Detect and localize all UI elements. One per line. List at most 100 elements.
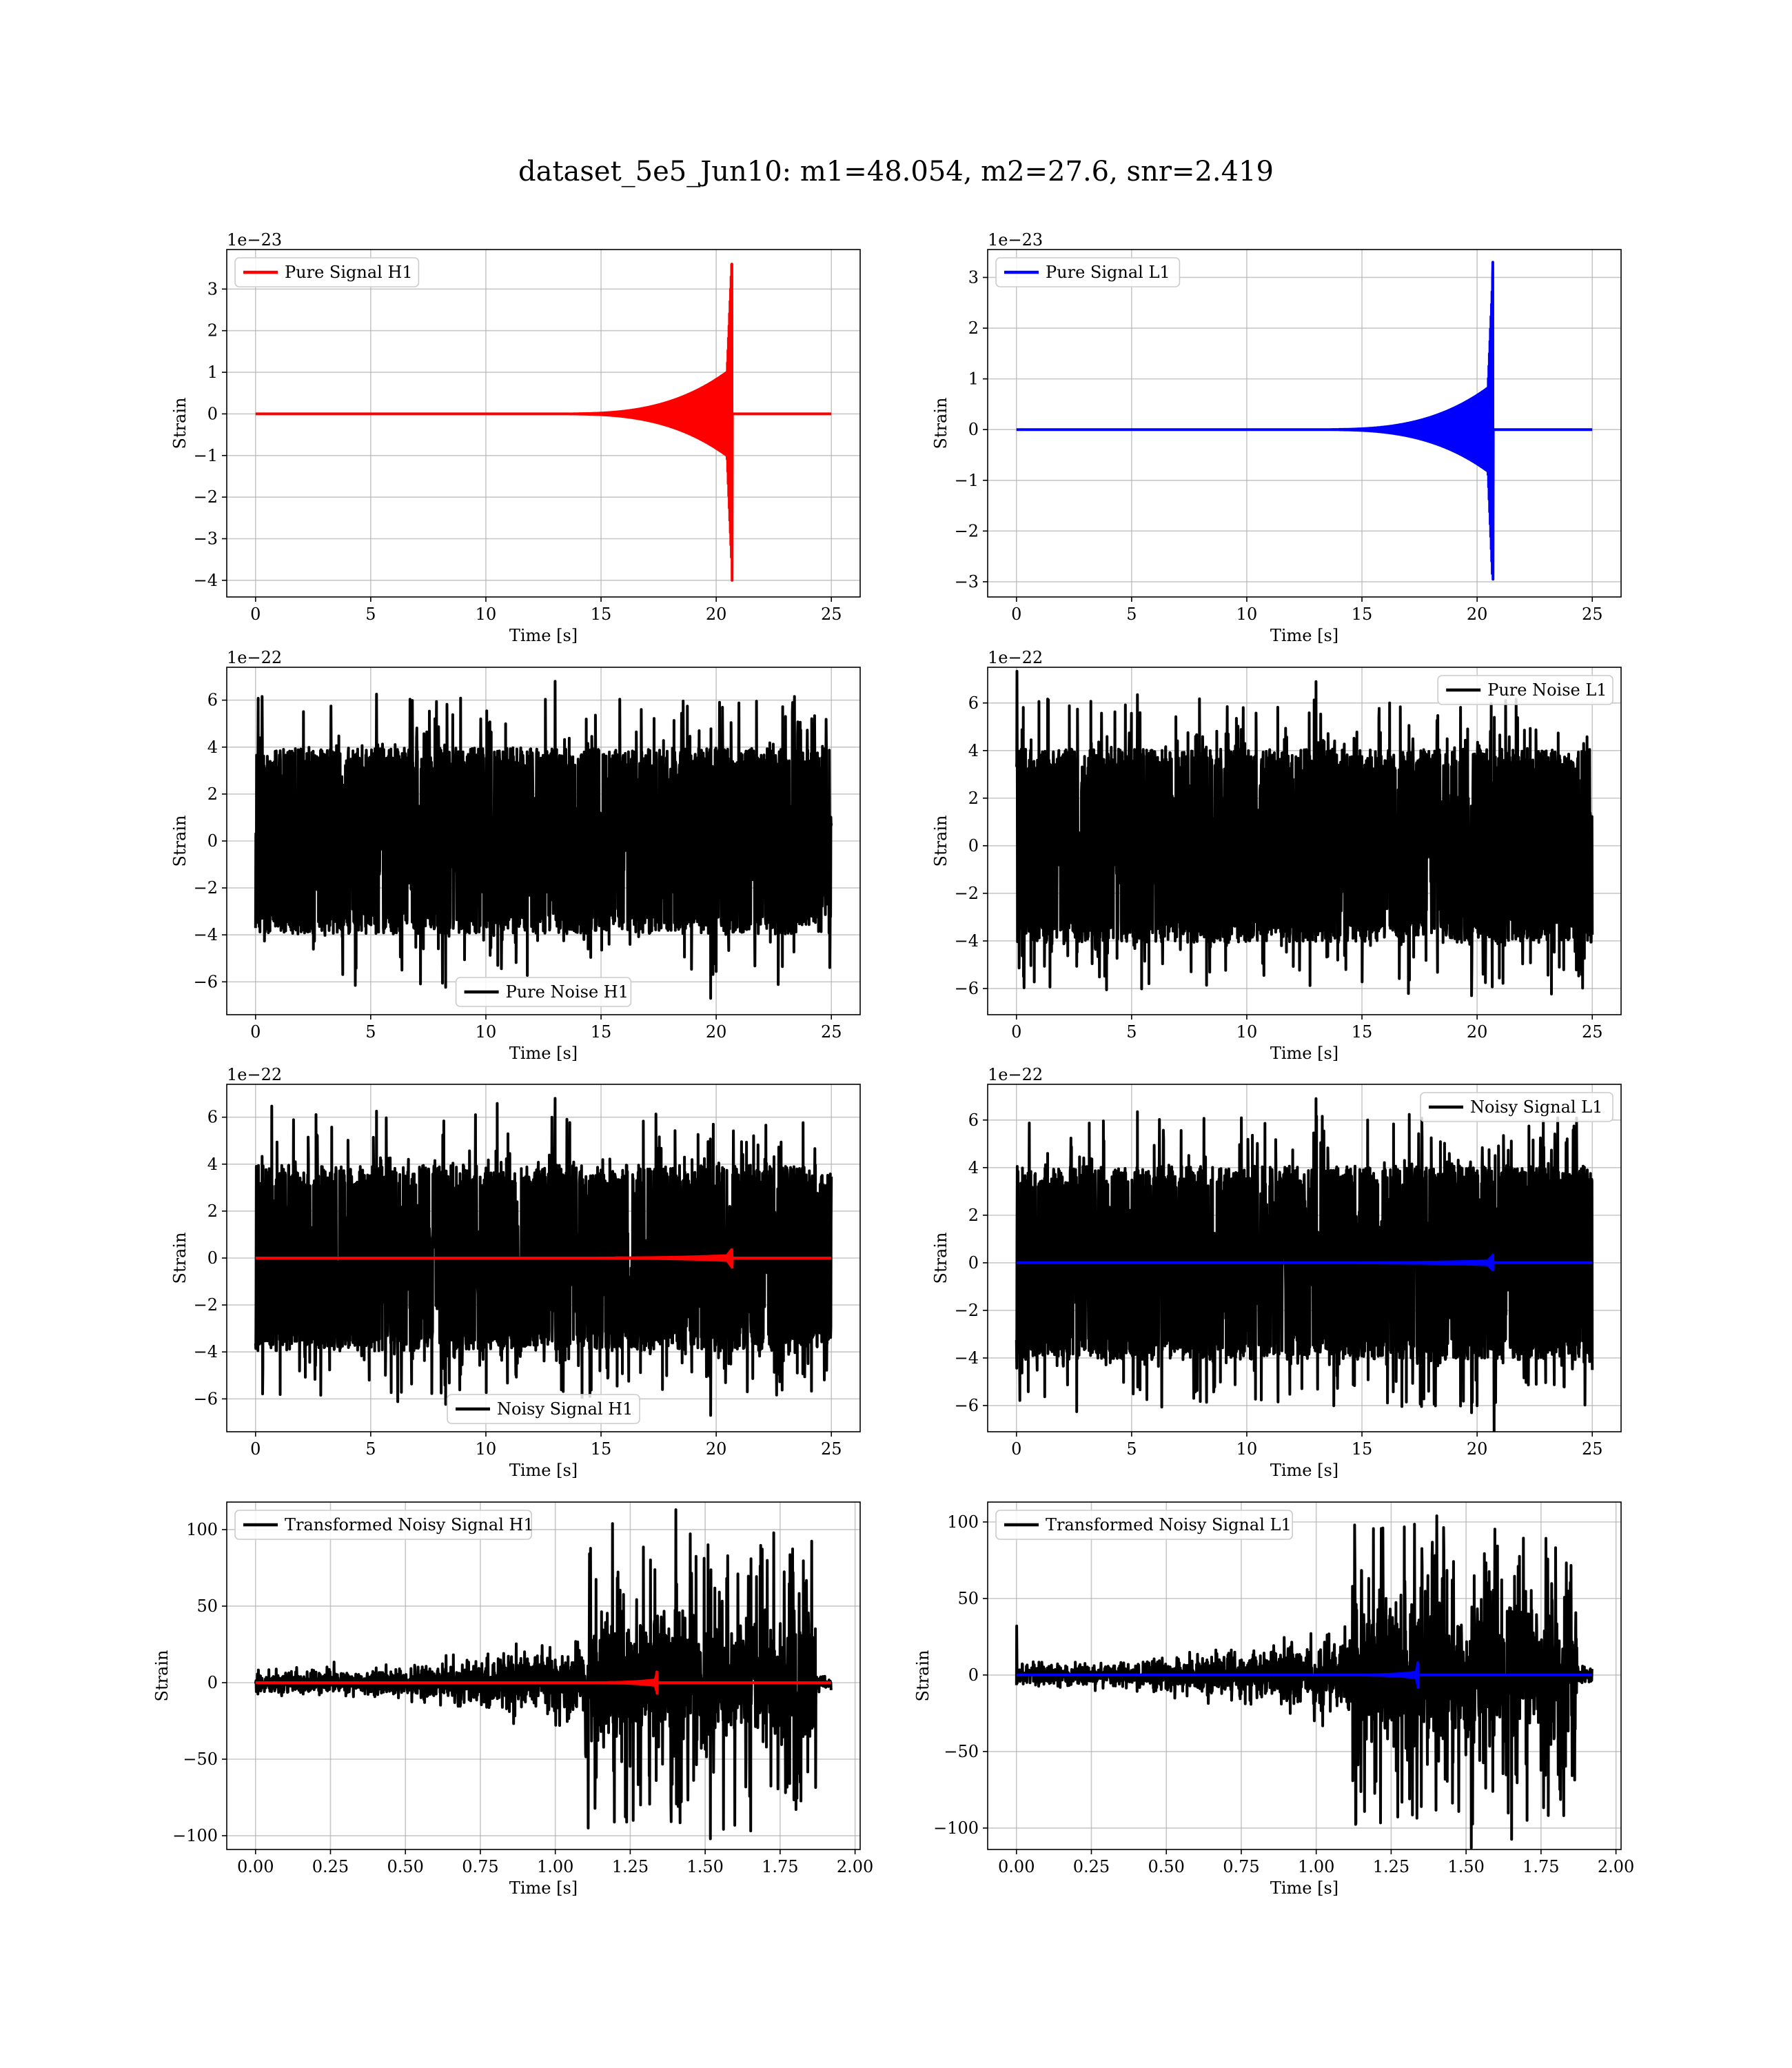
subplot-3: 0 5 10 15 20 25−6−4−20246Time [s]Strain1e−22P… (170, 648, 860, 1063)
x-axis-label: Time [s] (509, 1461, 578, 1480)
x-tick-label: 0.25 (1073, 1857, 1110, 1876)
y-axis-label: Strain (152, 1650, 172, 1702)
y-axis-label: Strain (931, 1233, 950, 1284)
y-tick-label: 1 (968, 369, 979, 389)
x-tick-label: 2.00 (837, 1857, 873, 1876)
x-tick-label: 0.00 (237, 1857, 274, 1876)
y-tick-label: −2 (955, 884, 979, 903)
x-tick-label: 1.00 (1298, 1857, 1334, 1876)
x-tick-label: 0.75 (462, 1857, 498, 1876)
y-tick-label: 0 (968, 1665, 979, 1685)
x-tick-label: 10 (1236, 1022, 1258, 1042)
plot-area (1017, 262, 1592, 579)
x-tick-label: 1.50 (1447, 1857, 1484, 1876)
y-tick-label: 2 (207, 784, 218, 804)
y-tick-label: −3 (194, 529, 218, 548)
y-tick-label: −6 (194, 1389, 218, 1408)
series-pure-signal-h1 (256, 264, 831, 580)
y-axis-label: Strain (170, 398, 190, 449)
y-tick-label: 2 (207, 321, 218, 341)
x-tick-label: 0.00 (998, 1857, 1035, 1876)
y-axis-label: Strain (931, 815, 950, 867)
y-tick-label: −3 (955, 572, 979, 591)
y-tick-label: −4 (955, 931, 979, 951)
series-pure-noise-l1 (1017, 671, 1592, 996)
y-axis-label: Strain (170, 1233, 190, 1284)
y-tick-label: 2 (968, 789, 979, 808)
series-noisy-signal-l1 (1017, 1099, 1592, 1433)
y-tick-label: −4 (194, 925, 218, 944)
y-tick-label: 1 (207, 363, 218, 382)
legend-label: Transformed Noisy Signal H1 (285, 1515, 534, 1534)
x-tick-label: 25 (821, 605, 842, 624)
x-axis-label: Time [s] (1270, 1878, 1338, 1898)
y-offset-text: 1e−22 (988, 648, 1043, 667)
y-tick-label: 100 (186, 1520, 218, 1539)
x-tick-label: 0.50 (387, 1857, 423, 1876)
x-axis-label: Time [s] (509, 1044, 578, 1063)
x-tick-label: 10 (1236, 1439, 1258, 1459)
legend: Pure Signal H1 (235, 258, 418, 287)
x-tick-label: 5 (1126, 605, 1137, 624)
y-offset-text: 1e−22 (988, 1065, 1043, 1084)
y-tick-label: 0 (968, 1253, 979, 1273)
subplot-2: 0 5 10 15 20 25 −3 −2 −1 0 1 2 3 Time [s] Strain 1e−23P… (931, 230, 1621, 645)
y-tick-label: 3 (968, 267, 979, 287)
x-tick-label: 5 (1126, 1022, 1137, 1042)
y-tick-label: −4 (194, 1342, 218, 1361)
x-tick-label: 5 (365, 605, 376, 624)
x-tick-label: 0 (250, 1439, 261, 1459)
y-tick-label: −4 (194, 571, 218, 590)
y-tick-label: −1 (955, 471, 979, 490)
series-pure-signal-l1 (1017, 262, 1592, 579)
x-tick-label: 0 (250, 605, 261, 624)
y-tick-label: 2 (968, 318, 979, 338)
x-tick-label: 0 (1011, 1439, 1021, 1459)
x-tick-label: 15 (1352, 605, 1373, 624)
y-tick-label: 4 (968, 1158, 979, 1177)
grid (988, 250, 1621, 597)
legend: Transformed Noisy Signal H1 (235, 1510, 534, 1539)
y-tick-label: 0 (968, 420, 979, 439)
subplot-5: 0 5 10 15 20 25−6−4−20246Time [s]Strain1e−22N… (170, 1065, 860, 1480)
y-offset-text: 1e−23 (227, 230, 282, 250)
legend: Pure Noise H1 (456, 977, 631, 1006)
subplot-6: 0 5 10 15 20 25 −6 −4 −2 0 2 4 6 Time [s] Strain 1e−22 N… (931, 1065, 1621, 1480)
x-axis-label: Time [s] (1270, 1461, 1338, 1480)
y-tick-label: 0 (207, 831, 218, 851)
plot-area (1017, 1099, 1592, 1433)
x-tick-label: 25 (1582, 1439, 1603, 1459)
y-tick-label: 4 (968, 741, 979, 760)
y-axis-label: Strain (931, 398, 950, 449)
x-tick-label: 25 (821, 1439, 842, 1459)
x-tick-label: 1.25 (1373, 1857, 1409, 1876)
y-tick-label: −2 (194, 878, 218, 898)
axes-frame (227, 250, 860, 597)
x-tick-label: 15 (1352, 1439, 1373, 1459)
x-axis-label: Time [s] (1270, 626, 1338, 645)
x-tick-label: 10 (1236, 605, 1258, 624)
plot-area (256, 1098, 831, 1415)
x-tick-label: 0 (1011, 1022, 1021, 1042)
y-axis-label: Strain (913, 1650, 933, 1702)
x-tick-label: 1.75 (762, 1857, 798, 1876)
y-tick-label: −6 (955, 979, 979, 998)
x-tick-label: 1.75 (1523, 1857, 1559, 1876)
legend-label: Pure Signal L1 (1046, 263, 1170, 282)
y-tick-label: −50 (183, 1750, 218, 1769)
x-tick-label: 20 (1467, 1439, 1488, 1459)
y-tick-label: −2 (955, 521, 979, 540)
y-tick-label: −4 (955, 1348, 979, 1368)
y-tick-label: −6 (194, 972, 218, 991)
x-tick-label: 0 (1011, 605, 1021, 624)
grid (227, 250, 860, 597)
y-tick-label: 0 (207, 1673, 218, 1692)
axes-frame (988, 250, 1621, 597)
y-tick-label: 4 (207, 1155, 218, 1174)
y-tick-label: −2 (194, 487, 218, 507)
legend: Transformed Noisy Signal L1 (996, 1510, 1292, 1539)
y-tick-label: 6 (968, 693, 979, 713)
x-tick-label: 25 (1582, 605, 1603, 624)
y-offset-text: 1e−22 (227, 1065, 282, 1084)
x-tick-label: 2.00 (1598, 1857, 1634, 1876)
